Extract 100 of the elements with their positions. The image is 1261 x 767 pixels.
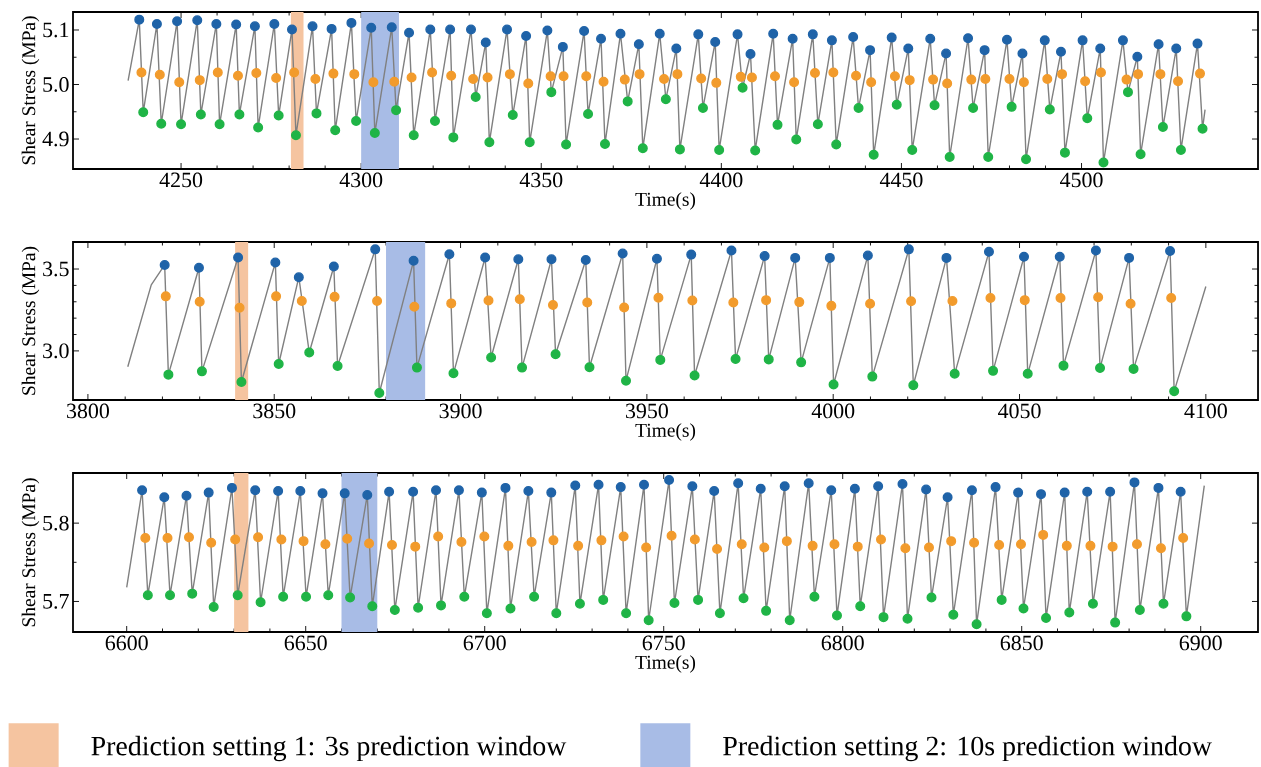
point xyxy=(639,479,650,490)
point xyxy=(643,615,654,626)
point xyxy=(391,105,402,116)
point xyxy=(142,590,153,601)
x-tick-label: 4300 xyxy=(339,172,383,188)
point xyxy=(546,87,557,98)
point xyxy=(789,77,800,88)
point xyxy=(270,257,281,268)
x-tick-label: 4050 xyxy=(998,403,1041,419)
point xyxy=(293,272,304,283)
point xyxy=(809,591,820,602)
point xyxy=(641,542,652,553)
point xyxy=(712,543,723,554)
point xyxy=(966,485,977,496)
point xyxy=(367,601,378,612)
x-tick-label: 3900 xyxy=(439,403,482,419)
point xyxy=(1042,74,1053,85)
point xyxy=(966,74,977,85)
point xyxy=(486,352,497,363)
point xyxy=(1095,363,1106,374)
point xyxy=(826,300,837,311)
point xyxy=(1022,368,1033,379)
point xyxy=(794,297,805,308)
point xyxy=(328,68,339,79)
x-tick-label: 6600 xyxy=(105,635,148,651)
point xyxy=(1061,540,1072,551)
point xyxy=(456,536,467,547)
point xyxy=(693,594,704,605)
point xyxy=(1166,293,1177,303)
point xyxy=(425,24,436,35)
point xyxy=(159,259,170,270)
point xyxy=(1121,74,1132,85)
point xyxy=(448,132,459,143)
point xyxy=(446,70,457,81)
point xyxy=(408,130,419,141)
point xyxy=(596,33,607,44)
point xyxy=(320,539,331,550)
point xyxy=(1044,104,1055,115)
point xyxy=(194,296,205,307)
y-tick-label: 3.0 xyxy=(43,343,69,359)
point xyxy=(236,377,247,387)
point xyxy=(1173,76,1184,87)
point xyxy=(923,542,934,553)
point xyxy=(855,601,866,612)
point xyxy=(370,244,381,255)
point xyxy=(709,486,720,497)
point xyxy=(666,530,677,541)
point xyxy=(187,588,198,599)
point xyxy=(317,488,328,499)
x-tick-label: 6750 xyxy=(642,635,685,651)
point xyxy=(889,71,900,82)
point xyxy=(697,102,708,113)
point xyxy=(1169,386,1180,397)
point xyxy=(1095,43,1106,54)
point xyxy=(470,92,481,103)
point xyxy=(619,74,630,85)
point xyxy=(163,369,174,380)
point xyxy=(622,96,633,107)
point xyxy=(929,100,940,111)
point xyxy=(466,24,476,35)
point xyxy=(736,539,747,550)
point xyxy=(584,362,595,373)
point xyxy=(787,33,798,44)
point xyxy=(232,70,243,81)
point xyxy=(203,487,214,498)
point xyxy=(301,591,312,602)
point xyxy=(809,68,820,79)
point xyxy=(1105,486,1116,497)
point xyxy=(573,540,584,551)
y-axis-title: Shear Stress (MPa) xyxy=(21,246,40,395)
point xyxy=(326,23,337,34)
point xyxy=(621,608,632,619)
point xyxy=(1019,295,1030,306)
point xyxy=(140,533,151,544)
point xyxy=(963,33,974,44)
y-axis-title: Shear Stress (MPa) xyxy=(21,16,40,165)
point xyxy=(176,119,187,130)
point xyxy=(1001,34,1012,45)
point xyxy=(459,591,470,602)
point xyxy=(1058,360,1069,371)
x-tick-label: 4250 xyxy=(159,172,203,188)
point xyxy=(1181,611,1192,622)
point xyxy=(251,68,262,79)
point xyxy=(1135,149,1146,160)
point xyxy=(826,485,837,496)
point xyxy=(136,67,147,78)
y-axis-title: Shear Stress (MPa) xyxy=(21,478,40,627)
point xyxy=(784,615,795,626)
point xyxy=(505,603,516,614)
point xyxy=(410,541,421,552)
point xyxy=(687,295,698,306)
point xyxy=(1153,39,1164,50)
point xyxy=(1019,251,1029,262)
point xyxy=(409,301,420,312)
point xyxy=(154,69,165,80)
point xyxy=(1125,298,1136,309)
point xyxy=(345,592,356,603)
point xyxy=(902,613,913,624)
point xyxy=(372,295,383,306)
point xyxy=(763,354,774,365)
